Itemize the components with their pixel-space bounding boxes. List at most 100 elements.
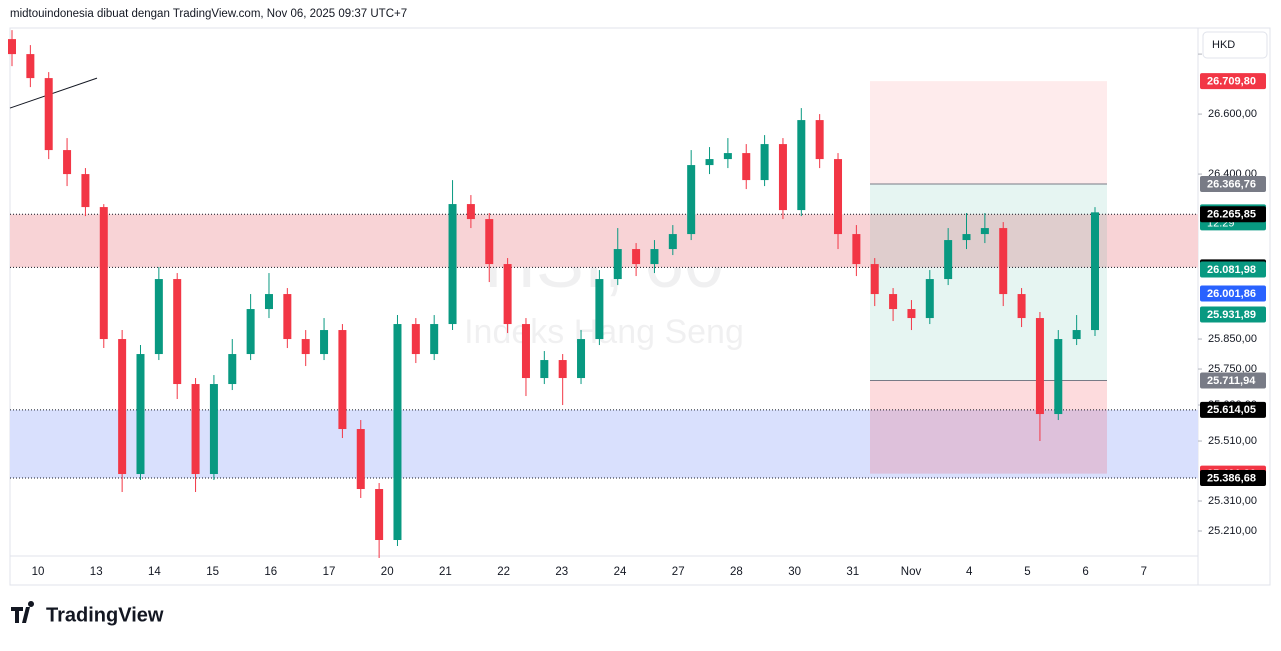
price-label-box [1200,285,1266,302]
x-tick-label: 4 [966,566,973,578]
candle-body [8,39,16,55]
candle-body [778,144,787,211]
candle-body [797,120,806,211]
candle-body [1054,339,1063,415]
candle-body [613,249,622,280]
candle-body [521,324,530,379]
candle-body [980,228,989,235]
price-label: 25.931,89 [1207,309,1256,321]
candle-body [760,144,769,181]
candle-body [246,309,255,355]
candle-body [1017,294,1026,319]
candle-body [687,165,696,235]
candle-body [999,228,1008,295]
x-tick-label: 17 [323,566,336,578]
candle-body [485,219,494,265]
x-tick-label: 15 [206,566,219,578]
x-tick-label: 30 [788,566,801,578]
price-label-box [1200,176,1266,193]
x-tick-label: 24 [614,566,627,578]
price-label-box [1200,372,1266,389]
x-tick-label: 20 [381,566,394,578]
price-label: 25.614,05 [1207,404,1256,416]
candle-body [136,354,145,475]
candle-body [925,279,934,319]
candle-body [99,207,108,340]
candle-body [356,429,365,490]
candle-body [705,159,714,166]
candle-body [154,279,163,355]
price-label: 26.081,98 [1207,264,1256,276]
candle-body [558,360,567,379]
price-label: 25.711,94 [1207,375,1256,387]
x-tick-label: 7 [1141,566,1147,578]
plot-layer: HSI, 60Indeks Hang Seng26.800,0026.600,0… [8,30,1266,578]
candle-body [723,153,732,160]
candle-body [1035,318,1044,415]
candle-body [650,249,659,265]
candle-body [320,330,329,355]
trendline [9,77,98,109]
candle-body [375,489,384,541]
plot-frame [9,27,1271,586]
candle-body [907,309,916,319]
candle-body [118,339,127,475]
candle-body [283,294,292,340]
brand: TradingView [46,604,164,626]
price-label: 26.366,76 [1207,178,1256,190]
candle-body [540,360,549,379]
price-label-box [1200,206,1266,223]
price-label: 25.386,68 [1207,472,1256,484]
stop-zone [870,380,1107,474]
x-tick-label: 27 [672,566,685,578]
price-label-box [1200,401,1266,418]
x-tick-label: 28 [730,566,743,578]
candle-body [228,354,237,385]
candle-body [301,339,310,355]
candle-body [742,153,751,181]
x-tick-label: 16 [264,566,277,578]
x-tick-label: 6 [1082,566,1088,578]
price-label-box [1200,470,1266,487]
candle-body [668,234,677,250]
candle-body [870,264,879,295]
zone [10,409,1198,479]
candle-body [44,78,53,151]
x-tick-label: 14 [148,566,161,578]
candle-body [962,234,971,241]
candle-body [815,120,824,160]
risk-zone [870,81,1107,185]
candle-body [577,339,586,379]
x-tick-label: 21 [439,566,452,578]
candle-body [209,384,218,475]
price-label-box [1200,73,1266,90]
candle-body [466,204,475,220]
currency-button[interactable] [1202,31,1268,59]
price-label: 26.709,80 [1207,76,1256,88]
candle-body [595,279,604,340]
candle-body [173,279,182,385]
y-tick-label: 25.850,00 [1208,333,1257,345]
logo: TradingView [11,601,164,626]
x-tick-label: 5 [1024,566,1030,578]
y-tick-label: 25.310,00 [1208,495,1257,507]
candle-body [852,234,861,265]
x-tick-label: 22 [497,566,510,578]
candle-body [338,330,347,430]
currency[interactable]: HKD [1212,39,1235,51]
candle-body [632,249,641,265]
x-tick-label: Nov [901,566,922,578]
candle-body [191,384,200,475]
y-tick-label: 25.210,00 [1208,525,1257,537]
candle-body [1072,330,1081,340]
x-tick-label: 31 [846,566,859,578]
y-tick-label: 26.600,00 [1208,108,1257,120]
y-tick-label: 25.750,00 [1208,363,1257,375]
price-label-box [1200,306,1266,323]
candle-body [264,294,273,310]
candle-body [26,54,35,79]
x-tick-label: 23 [555,566,568,578]
